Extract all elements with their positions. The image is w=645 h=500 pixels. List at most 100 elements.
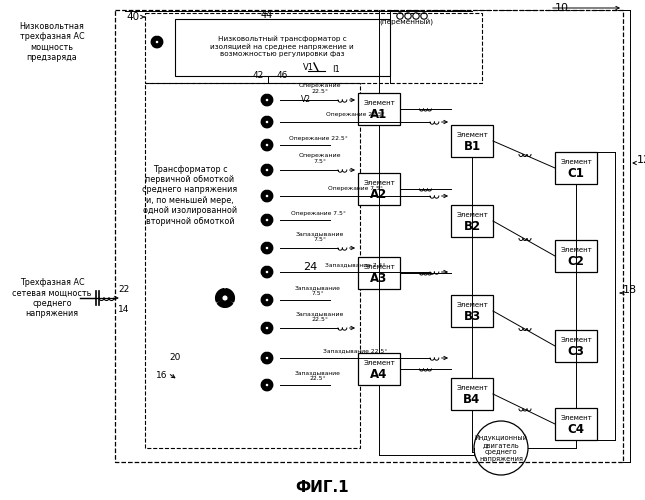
Text: 20: 20 [169, 354, 181, 362]
Text: C4: C4 [568, 424, 584, 436]
FancyBboxPatch shape [451, 295, 493, 327]
Text: 12: 12 [637, 155, 645, 165]
Text: Элемент: Элемент [363, 180, 395, 186]
Text: Элемент: Элемент [363, 100, 395, 106]
Text: Опережание 22.5°: Опережание 22.5° [288, 136, 348, 141]
Polygon shape [263, 386, 272, 390]
Polygon shape [261, 242, 267, 250]
FancyBboxPatch shape [555, 330, 597, 362]
Text: Запаздывание 22.5°: Запаздывание 22.5° [323, 348, 387, 353]
Polygon shape [215, 288, 224, 302]
Polygon shape [267, 190, 273, 198]
Text: 24: 24 [303, 262, 317, 272]
Polygon shape [157, 36, 163, 44]
Polygon shape [267, 242, 273, 250]
Text: ФИГ.1: ФИГ.1 [295, 480, 349, 496]
Polygon shape [267, 322, 273, 330]
Text: 40: 40 [127, 12, 140, 22]
FancyBboxPatch shape [555, 408, 597, 440]
Text: Низковольтная
трехфазная АС
мощность
предзаряда: Низковольтная трехфазная АС мощность пре… [19, 22, 84, 62]
FancyBboxPatch shape [358, 93, 400, 125]
Text: Элемент: Элемент [456, 132, 488, 138]
Text: 42: 42 [252, 70, 264, 80]
Text: Элемент: Элемент [560, 247, 592, 253]
Text: Низковольтный трансформатор с
изоляцией на среднее напряжение и
возможностью рег: Низковольтный трансформатор с изоляцией … [210, 36, 354, 56]
Polygon shape [261, 352, 267, 360]
Polygon shape [261, 322, 267, 330]
Text: Трансформатор с
первичной обмоткой
среднего напряжения
и, по меньшей мере,
одной: Трансформатор с первичной обмоткой средн… [143, 164, 237, 226]
Text: C2: C2 [568, 256, 584, 268]
Text: Трехфазная АС
сетевая мощность
среднего
напряжения: Трехфазная АС сетевая мощность среднего … [12, 278, 92, 318]
FancyBboxPatch shape [358, 353, 400, 385]
Text: Элемент: Элемент [456, 385, 488, 391]
Text: Элемент: Элемент [363, 264, 395, 270]
FancyBboxPatch shape [358, 257, 400, 289]
Polygon shape [261, 266, 267, 274]
Text: Элемент: Элемент [363, 360, 395, 366]
Text: Запаздывание
22.5°: Запаздывание 22.5° [295, 370, 341, 381]
Polygon shape [261, 190, 267, 198]
FancyBboxPatch shape [451, 125, 493, 157]
Text: Опережание 22.5°: Опережание 22.5° [326, 112, 384, 117]
Polygon shape [267, 266, 273, 274]
Text: Элемент: Элемент [560, 159, 592, 165]
Text: A3: A3 [370, 272, 388, 285]
Polygon shape [267, 352, 273, 360]
Polygon shape [263, 359, 272, 364]
Polygon shape [261, 294, 267, 302]
Polygon shape [263, 249, 272, 254]
FancyBboxPatch shape [555, 152, 597, 184]
Polygon shape [261, 214, 267, 222]
Polygon shape [261, 94, 267, 102]
Text: 22: 22 [119, 286, 130, 294]
Text: I1: I1 [332, 66, 340, 74]
Text: 46: 46 [276, 70, 288, 80]
Text: Опережание
7.5°: Опережание 7.5° [299, 153, 341, 164]
Polygon shape [267, 116, 273, 124]
Polygon shape [263, 273, 272, 278]
Text: Элемент: Элемент [456, 302, 488, 308]
Text: B3: B3 [464, 310, 481, 324]
Polygon shape [267, 164, 273, 172]
Polygon shape [152, 43, 162, 48]
Text: Запаздывание
7.5°: Запаздывание 7.5° [296, 231, 344, 242]
FancyBboxPatch shape [175, 19, 390, 76]
Polygon shape [267, 140, 273, 147]
Text: Индукционный
двигатель
среднего
напряжения: Индукционный двигатель среднего напряжен… [475, 434, 528, 462]
Polygon shape [263, 329, 272, 334]
Text: Опережание 7.5°: Опережание 7.5° [328, 186, 382, 191]
Polygon shape [263, 123, 272, 128]
Text: V2: V2 [301, 96, 311, 104]
Polygon shape [267, 94, 273, 102]
Polygon shape [263, 146, 272, 150]
Text: Элемент: Элемент [456, 212, 488, 218]
Text: (переменный): (переменный) [379, 18, 433, 26]
Text: B1: B1 [464, 140, 481, 153]
Text: Запаздывание
22.5°: Запаздывание 22.5° [296, 311, 344, 322]
Polygon shape [261, 164, 267, 172]
FancyBboxPatch shape [451, 378, 493, 410]
Polygon shape [263, 101, 272, 105]
Text: B4: B4 [463, 394, 481, 406]
Text: V1: V1 [303, 64, 313, 72]
Text: 14: 14 [118, 306, 130, 314]
Text: C1: C1 [568, 168, 584, 180]
Polygon shape [263, 221, 272, 226]
Text: 44: 44 [261, 10, 273, 20]
Polygon shape [261, 116, 267, 124]
Text: Опережание 7.5°: Опережание 7.5° [290, 211, 346, 216]
Text: A4: A4 [370, 368, 388, 382]
Polygon shape [263, 171, 272, 175]
Text: Запаздывание
7.5°: Запаздывание 7.5° [295, 285, 341, 296]
Polygon shape [267, 294, 273, 302]
Polygon shape [217, 300, 233, 308]
Text: B2: B2 [464, 220, 481, 234]
Text: 18: 18 [623, 285, 637, 295]
Text: Запаздывание 7.5°: Запаздывание 7.5° [325, 262, 385, 267]
Text: Элемент: Элемент [560, 415, 592, 421]
FancyBboxPatch shape [451, 205, 493, 237]
Polygon shape [263, 197, 272, 202]
Polygon shape [263, 301, 272, 306]
FancyBboxPatch shape [358, 173, 400, 205]
Polygon shape [261, 380, 267, 388]
